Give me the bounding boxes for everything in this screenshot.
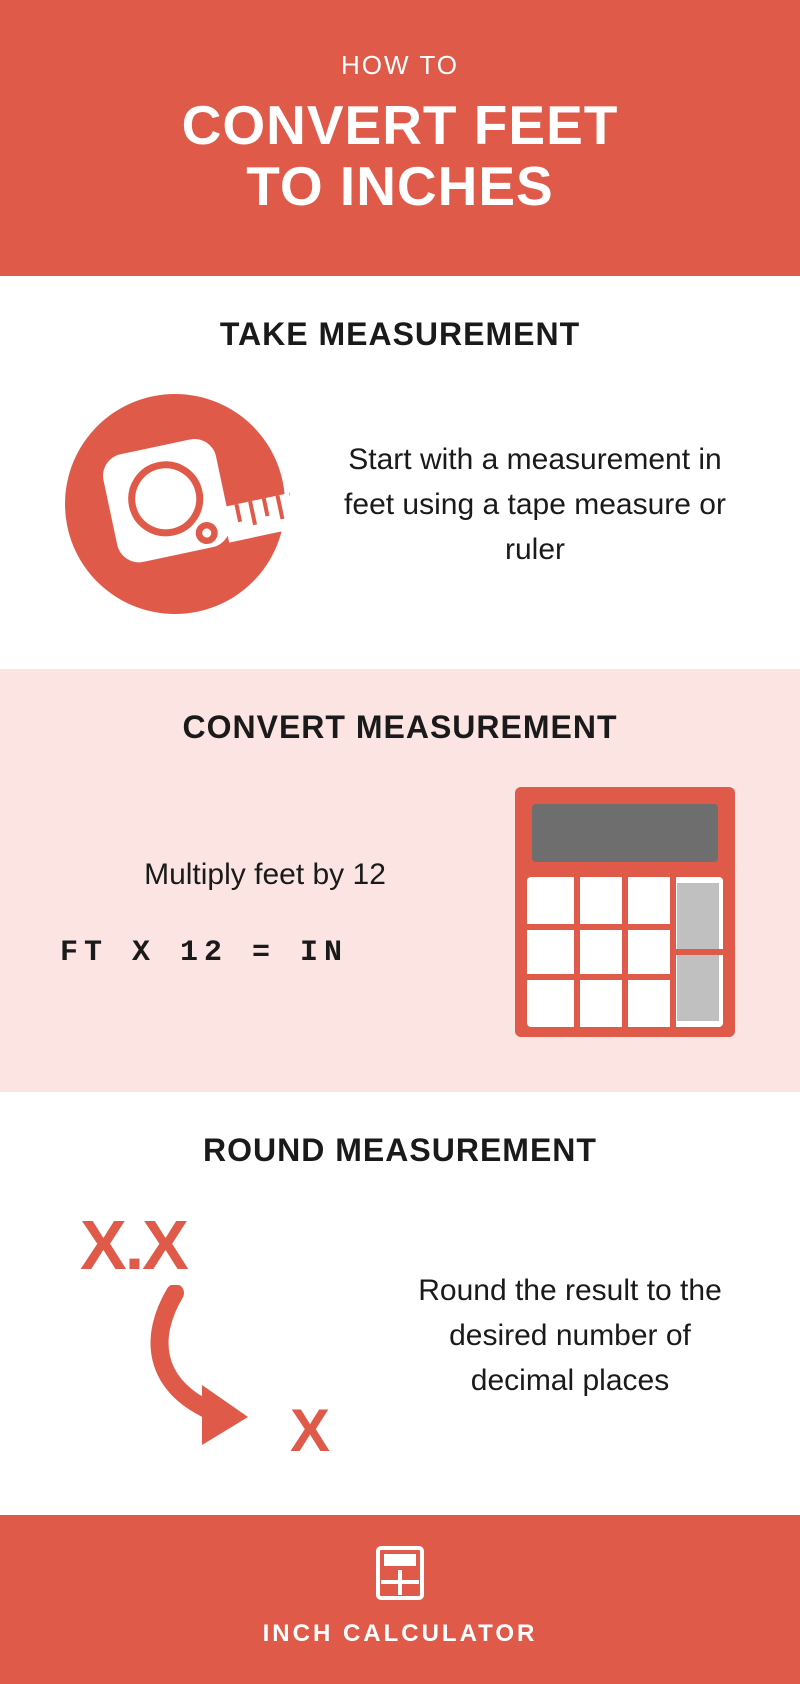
section-text-1: Start with a measurement in feet using a…	[330, 437, 740, 572]
section-row-3: X.X X Round the result to the desired nu…	[60, 1205, 740, 1465]
footer-calculator-icon	[375, 1545, 425, 1601]
section-text-3: Round the result to the desired number o…	[400, 1268, 740, 1403]
section-row-2: Multiply feet by 12 FT X 12 = IN	[60, 782, 740, 1042]
round-illustration: X.X X	[60, 1205, 360, 1465]
footer-text: INCH CALCULATOR	[20, 1620, 780, 1648]
section-take-measurement: TAKE MEASUREMENT Start with a measuremen…	[0, 276, 800, 669]
rounded-value: X	[290, 1396, 330, 1465]
section-text-2: Multiply feet by 12	[144, 854, 386, 896]
arrow-icon	[120, 1285, 270, 1445]
section-row-1: Start with a measurement in feet using a…	[60, 389, 740, 619]
header-subtitle: HOW TO	[20, 50, 780, 81]
calculator-icon	[510, 782, 740, 1042]
tape-measure-icon	[60, 389, 290, 619]
section-title-2: CONVERT MEASUREMENT	[60, 709, 740, 746]
convert-left: Multiply feet by 12 FT X 12 = IN	[60, 854, 470, 970]
decimal-value: X.X	[80, 1205, 187, 1285]
section-title-1: TAKE MEASUREMENT	[60, 316, 740, 353]
section-title-3: ROUND MEASUREMENT	[60, 1132, 740, 1169]
header: HOW TO CONVERT FEET TO INCHES	[0, 0, 800, 276]
formula-text: FT X 12 = IN	[60, 936, 348, 970]
section-convert-measurement: CONVERT MEASUREMENT Multiply feet by 12 …	[0, 669, 800, 1092]
header-title: CONVERT FEET TO INCHES	[20, 95, 780, 216]
footer: INCH CALCULATOR	[0, 1515, 800, 1684]
